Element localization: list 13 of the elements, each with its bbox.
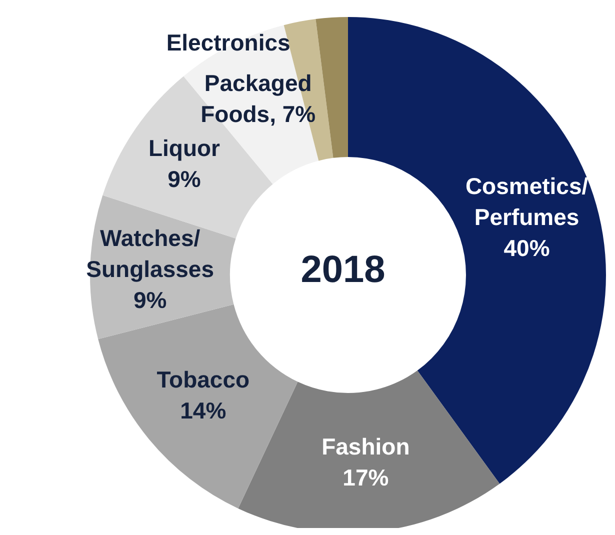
slice-label: Cosmetics/ Perfumes — [465, 172, 589, 230]
slice-label: Fashion — [322, 434, 410, 460]
text: 2018 — [300, 249, 386, 291]
slice-label: Electronics — [166, 30, 290, 56]
data-label: 14% — [180, 397, 226, 424]
slice-label: Packaged Foods, 7% — [200, 70, 316, 128]
data-label: 40% — [504, 234, 550, 261]
slice-label: Watches/ Sunglasses — [86, 224, 214, 282]
data-label: 9% — [168, 166, 201, 192]
data-label: 17% — [342, 464, 389, 491]
slice-label: Tobacco — [156, 366, 250, 392]
slice-label: Liquor — [148, 135, 220, 162]
data-label: 9% — [133, 286, 167, 313]
